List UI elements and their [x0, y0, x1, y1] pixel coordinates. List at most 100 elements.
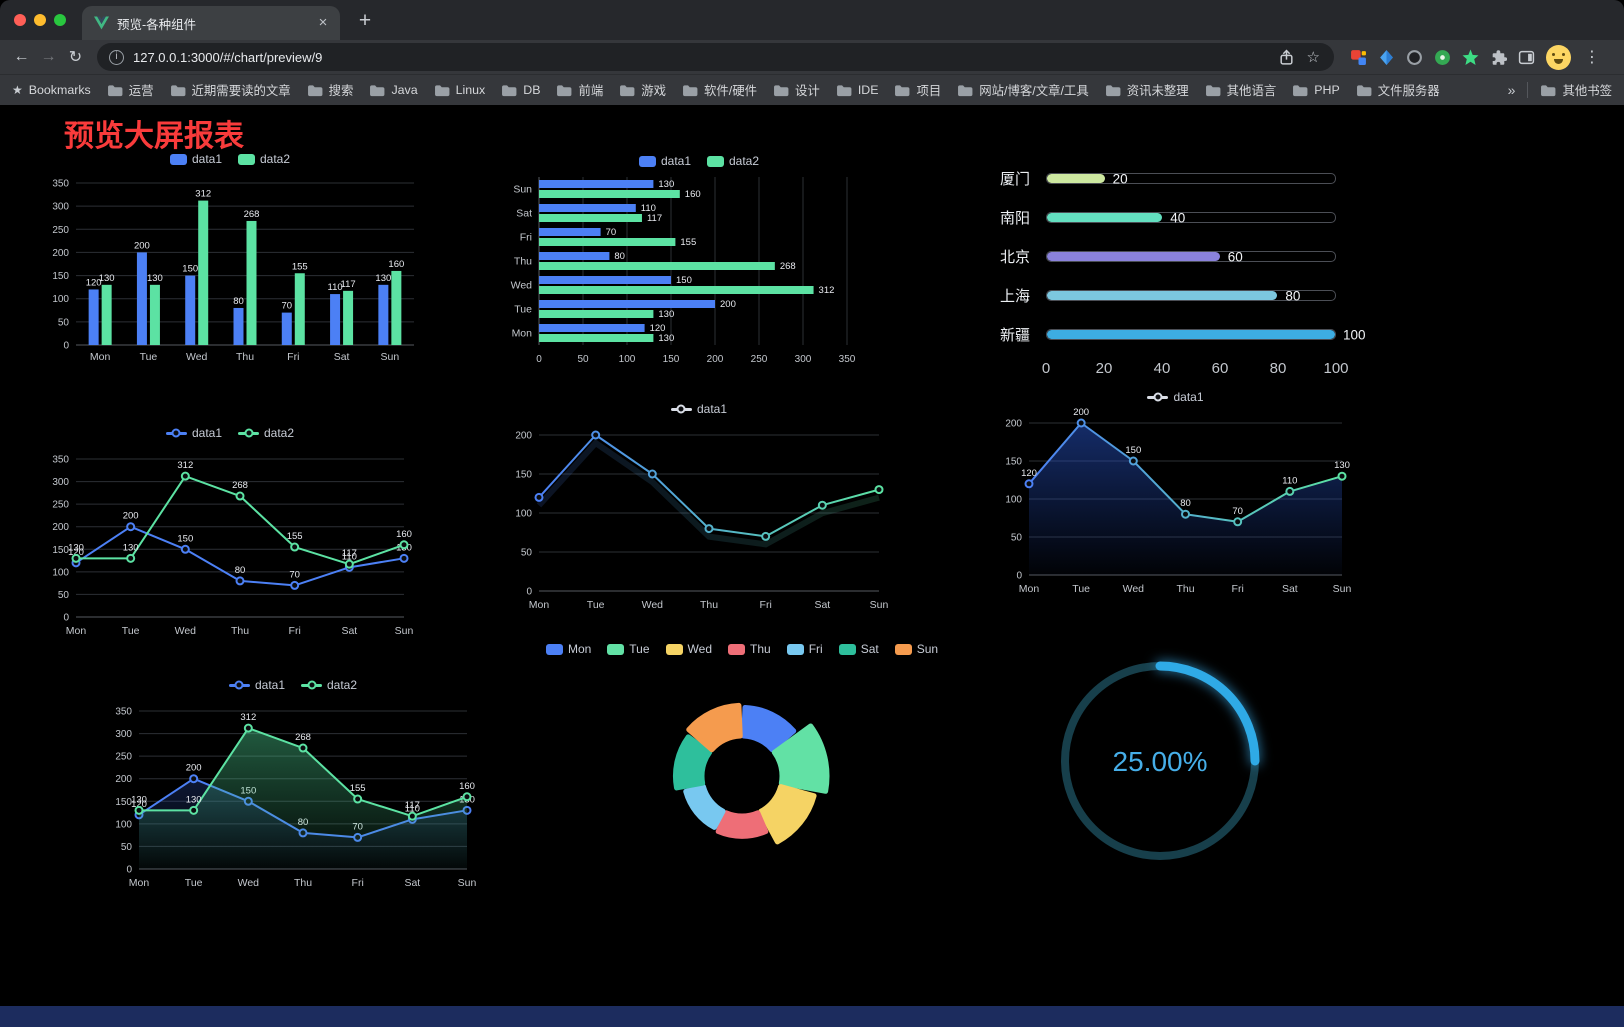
extension-icon-2[interactable] [1378, 49, 1395, 66]
chart-canvas: 0 50 100 150 200 250 300 350 Mon Tue Wed Thu Fri Sat S… [52, 455, 413, 638]
axis-tick-label: 100 [1323, 360, 1349, 377]
bookmark-folder[interactable]: 项目 [894, 81, 941, 99]
svg-text:160: 160 [459, 781, 475, 792]
bookmark-folder[interactable]: IDE [836, 83, 879, 97]
footer-strip [0, 1006, 1624, 1027]
svg-text:Sat: Sat [516, 208, 532, 220]
browser-tab[interactable]: 预览-各种组件 × [82, 6, 340, 40]
extension-icon-1[interactable] [1350, 49, 1367, 66]
bookmark-folder[interactable]: 其他语言 [1205, 81, 1276, 99]
legend-item[interactable]: data1 [169, 152, 222, 166]
bookmark-folder[interactable]: 搜索 [307, 81, 353, 99]
progress-label: 上海 [1000, 288, 1031, 305]
progress-label: 新疆 [1000, 327, 1031, 344]
legend-item[interactable]: Fri [786, 642, 823, 656]
bookmarks-manager[interactable]: ★ Bookmarks [12, 83, 91, 97]
bookmarks-overflow-chevron[interactable]: » [1507, 82, 1516, 98]
tab-close-icon[interactable]: × [318, 14, 328, 31]
legend-marker-icon [838, 643, 856, 655]
chart-rose-donut[interactable]: Mon Tue Wed Thu Fri Sat Sun [545, 639, 938, 881]
svg-text:120: 120 [650, 323, 666, 334]
bookmark-folder[interactable]: Linux [434, 83, 485, 97]
progress-label: 北京 [1000, 249, 1031, 266]
bookmark-folder[interactable]: 资讯未整理 [1105, 81, 1189, 99]
svg-text:350: 350 [115, 707, 132, 718]
bookmark-label: 近期需要读的文章 [191, 84, 291, 98]
bookmark-folder[interactable]: 前端 [556, 81, 603, 99]
back-icon[interactable]: ← [13, 48, 30, 65]
chart-dual-line[interactable]: data1 data2 0 50 100 150 200 250 300 350 Mon Tue Wed… [40, 423, 420, 643]
bookmark-folder[interactable]: PHP [1292, 83, 1340, 97]
chart-gauge-progress[interactable]: 25.00% [1040, 641, 1280, 881]
svg-text:Mon: Mon [129, 877, 150, 889]
svg-text:200: 200 [115, 774, 132, 785]
bookmark-folder[interactable]: Java [369, 83, 418, 97]
share-icon[interactable] [1278, 49, 1295, 66]
browser-menu-icon[interactable]: ⋮ [1584, 49, 1600, 66]
legend-item[interactable]: data1 [638, 154, 691, 168]
legend-item[interactable]: Thu [728, 642, 771, 656]
reload-icon[interactable]: ↻ [68, 49, 83, 66]
legend-item[interactable]: data2 [301, 678, 357, 692]
legend-item[interactable]: data2 [238, 426, 294, 440]
svg-text:150: 150 [177, 533, 193, 544]
extension-icon-5[interactable] [1462, 49, 1479, 66]
extensions-puzzle-icon[interactable] [1490, 49, 1507, 66]
svg-text:Mon: Mon [90, 351, 111, 363]
bookmark-folder[interactable]: 游戏 [619, 81, 666, 99]
minimize-window-button[interactable] [34, 14, 46, 26]
bookmark-folder[interactable]: 软件/硬件 [682, 81, 757, 99]
bookmark-folder[interactable]: 运营 [107, 81, 154, 99]
chart-legend: data1 data2 [169, 149, 290, 169]
legend-marker-icon [238, 428, 259, 438]
fullscreen-window-button[interactable] [54, 14, 66, 26]
legend-marker-icon [665, 643, 683, 655]
legend-item[interactable]: data1 [670, 402, 727, 416]
url-text[interactable]: 127.0.0.1:3000/#/chart/preview/9 [133, 49, 323, 65]
folder-icon [1293, 84, 1308, 96]
chart-dual-area-line[interactable]: data1 data2 0 50 100 150 200 250 300 350 Mon Tue Wed… [103, 675, 483, 895]
legend-item[interactable]: data2 [707, 154, 759, 168]
svg-text:Sat: Sat [1282, 583, 1298, 595]
svg-text:350: 350 [839, 354, 856, 365]
legend-item[interactable]: Sun [894, 642, 938, 656]
svg-text:130: 130 [99, 273, 115, 284]
legend-item[interactable]: Sat [838, 642, 879, 656]
legend-item[interactable]: data1 [165, 426, 222, 440]
bookmark-folder[interactable]: DB [501, 83, 540, 97]
bookmark-star-icon[interactable]: ☆ [1306, 48, 1320, 66]
bookmark-label: IDE [857, 83, 879, 97]
site-info-icon[interactable]: i [109, 49, 124, 65]
forward-icon[interactable]: → [40, 48, 57, 65]
side-panel-icon[interactable] [1518, 49, 1535, 66]
chart-progress-bars[interactable]: 厦门 20 南阳 40 北京 60 上海 80 新疆 100 0 20 40 60 80 100 [1000, 157, 1366, 395]
chart-horizontal-bar[interactable]: data1 data2 0 50 100 150 200 250 300 350 Sun 130 160… [503, 151, 895, 371]
other-bookmarks[interactable]: 其他书签 [1540, 81, 1612, 99]
legend-marker-icon [894, 643, 912, 655]
svg-text:120: 120 [86, 277, 102, 288]
legend-item[interactable]: data2 [238, 152, 290, 166]
profile-avatar[interactable] [1546, 44, 1571, 70]
address-bar[interactable]: i 127.0.0.1:3000/#/chart/preview/9 ☆ [97, 43, 1334, 71]
svg-text:Tue: Tue [185, 877, 203, 889]
extension-icon-3[interactable] [1406, 49, 1423, 66]
legend-item[interactable]: Mon [545, 642, 591, 656]
legend-item[interactable]: data1 [1147, 390, 1204, 404]
bookmark-folder[interactable]: 文件服务器 [1356, 81, 1440, 99]
chart-grouped-bar[interactable]: data1 data2 0 50 100 150 200 250 300 350 Mon 120 130… [40, 149, 420, 369]
progress-fill [1047, 252, 1220, 261]
bookmark-folder[interactable]: 设计 [773, 81, 820, 99]
chart-gradient-line[interactable]: data1 0 50 100 150 200 Mon Tue Wed Thu Fri Sat Sun [503, 399, 895, 617]
legend-item[interactable]: Wed [665, 642, 712, 656]
chart-area-line[interactable]: data1 0 50 100 150 200 Mon Tue Wed Thu Fri Sat Sun 12… [993, 387, 1358, 601]
legend-item[interactable]: Tue [607, 642, 650, 656]
bookmark-folder[interactable]: 网站/博客/文章/工具 [957, 81, 1089, 99]
new-tab-button[interactable]: + [358, 9, 372, 32]
bookmark-folder[interactable]: 近期需要读的文章 [170, 81, 291, 99]
legend-item[interactable]: data1 [228, 678, 285, 692]
close-window-button[interactable] [14, 14, 26, 26]
extension-icon-4[interactable] [1434, 49, 1451, 66]
svg-text:250: 250 [115, 752, 132, 763]
other-bookmarks-label: 其他书签 [1562, 84, 1612, 98]
svg-text:Sat: Sat [814, 599, 830, 611]
